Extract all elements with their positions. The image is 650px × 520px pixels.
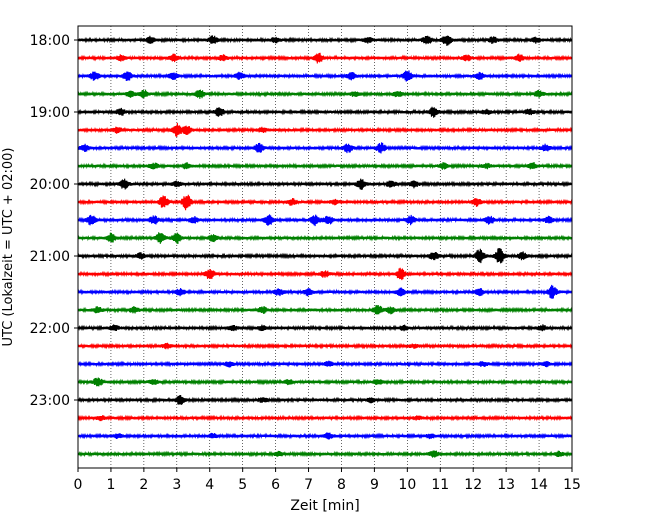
seismic-trace — [77, 324, 573, 332]
x-tick-label: 3 — [172, 477, 181, 493]
x-tick-label: 4 — [205, 477, 214, 493]
x-tick-label: 15 — [563, 477, 581, 493]
seismic-trace — [77, 35, 573, 46]
seismic-trace — [77, 432, 573, 440]
seismic-trace — [77, 162, 573, 170]
x-tick-label: 9 — [370, 477, 379, 493]
plot-frame — [77, 25, 573, 469]
seismic-trace — [77, 247, 573, 264]
seismic-trace — [77, 106, 573, 118]
y-tick-label: 20:00 — [30, 177, 70, 193]
trace-group — [77, 35, 573, 458]
y-tick-label: 18:00 — [30, 33, 70, 49]
seismic-trace — [77, 232, 573, 244]
x-tick-label: 5 — [238, 477, 247, 493]
seismic-trace — [77, 377, 573, 387]
y-axis-label: UTC (Lokalzeit = UTC + 02:00) — [1, 148, 16, 347]
seismic-trace — [77, 360, 573, 368]
seismic-trace — [77, 267, 573, 281]
seismic-trace — [77, 70, 573, 82]
seismic-trace — [77, 342, 573, 350]
x-tick-label: 6 — [271, 477, 280, 493]
x-axis: 0 1 2 3 4 5 6 7 8 9 10 11 12 13 14 15 — [74, 468, 581, 493]
x-tick-label: 7 — [304, 477, 313, 493]
seismic-trace — [77, 142, 573, 154]
seismic-trace — [77, 394, 573, 405]
seismic-trace — [77, 450, 573, 458]
seismic-trace — [77, 122, 573, 137]
seismic-trace — [77, 284, 573, 299]
seismic-trace — [77, 214, 573, 227]
seismic-trace — [77, 414, 573, 422]
x-axis-label: Zeit [min] — [290, 498, 359, 514]
x-tick-label: 1 — [106, 477, 115, 493]
x-tick-label: 0 — [74, 477, 83, 493]
x-tick-label: 12 — [464, 477, 482, 493]
x-tick-label: 11 — [431, 477, 449, 493]
seismic-trace — [77, 89, 573, 99]
y-axis: 18:00 19:00 20:00 21:00 22:00 23:00 — [30, 33, 78, 409]
x-tick-label: 14 — [530, 477, 548, 493]
x-tick-label: 10 — [398, 477, 416, 493]
seismic-trace — [77, 178, 573, 190]
y-tick-label: 23:00 — [30, 393, 70, 409]
y-tick-label: 19:00 — [30, 105, 70, 121]
seismic-trace — [77, 52, 573, 64]
x-tick-label: 8 — [337, 477, 346, 493]
x-tick-label: 2 — [139, 477, 148, 493]
y-tick-label: 21:00 — [30, 249, 70, 265]
y-tick-label: 22:00 — [30, 321, 70, 337]
x-tick-label: 13 — [497, 477, 515, 493]
seismic-trace — [77, 304, 573, 315]
seismic-trace — [77, 194, 573, 211]
